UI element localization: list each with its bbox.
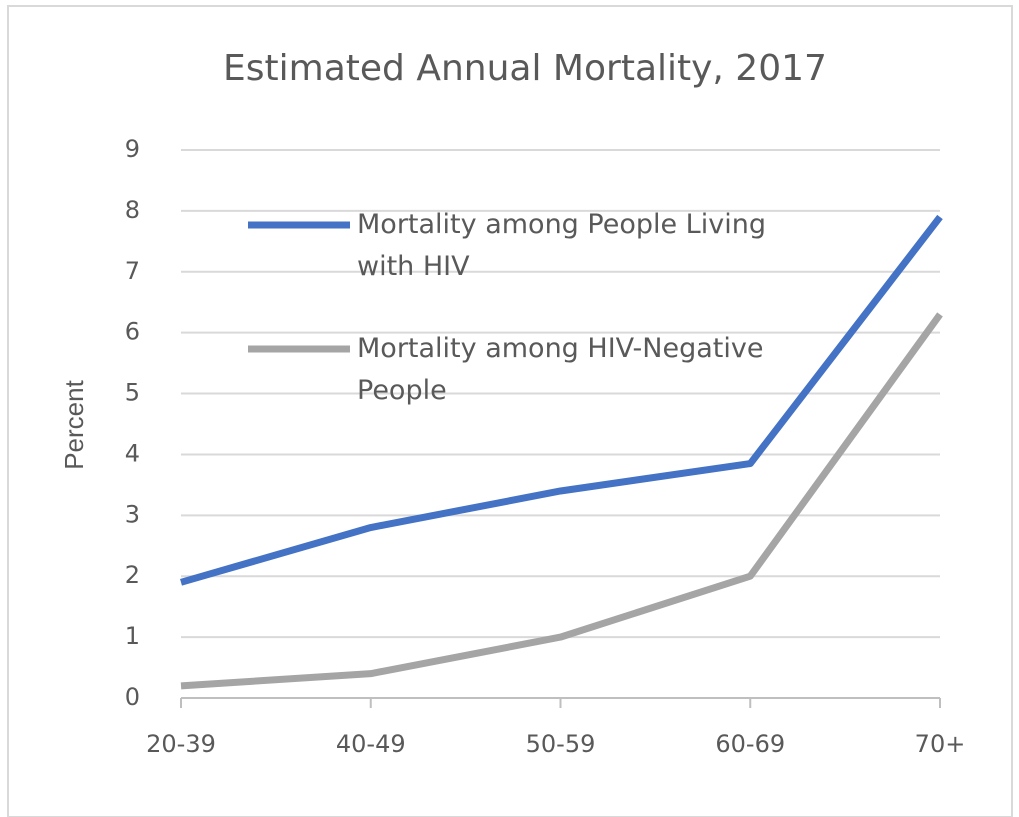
chart-frame	[7, 5, 1013, 817]
chart-title: Estimated Annual Mortality, 2017	[223, 48, 827, 89]
x-tick-label: 40-49	[336, 730, 406, 758]
y-tick-label: 6	[125, 318, 140, 346]
legend-label: Mortality among HIV-Negative People	[357, 333, 764, 406]
y-tick-label: 3	[125, 500, 140, 528]
y-tick-label: 7	[125, 257, 140, 285]
y-tick-label: 5	[125, 379, 140, 407]
y-axis-label: Percent	[59, 379, 89, 469]
line-series	[180, 214, 943, 586]
y-tick-label: 9	[125, 135, 140, 163]
x-tick-label: 70+	[915, 730, 966, 758]
x-tick-label: 50-59	[526, 730, 596, 758]
x-tick-label: 60-69	[715, 730, 785, 758]
y-tick-label: 8	[125, 196, 140, 224]
y-tick-label: 2	[125, 561, 140, 589]
line-series	[180, 312, 943, 690]
legend-label: Mortality among People Living with HIV	[357, 209, 766, 282]
y-tick-label: 1	[125, 622, 140, 650]
y-tick-label: 0	[125, 683, 140, 711]
y-tick-label: 4	[125, 439, 140, 467]
x-tick-label: 20-39	[146, 730, 216, 758]
